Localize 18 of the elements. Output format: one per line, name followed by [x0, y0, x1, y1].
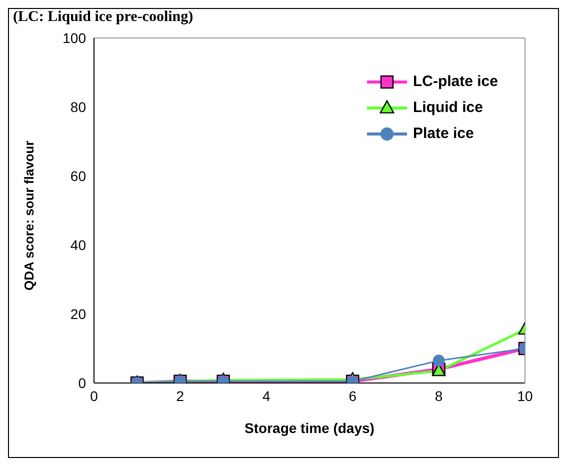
x-tick-label: 6	[348, 388, 357, 404]
x-tick-label: 8	[434, 388, 443, 404]
chart-title: (LC: Liquid ice pre-cooling)	[13, 9, 194, 26]
y-tick-label: 0	[78, 374, 86, 391]
legend-label: Liquid ice	[412, 98, 483, 118]
y-tick-label: 60	[70, 168, 86, 184]
y-tick-label: 20	[70, 306, 86, 322]
legend-label: Plate ice	[412, 124, 474, 144]
legend-label: LC-plate ice	[412, 72, 498, 92]
y-tick-label: 100	[62, 30, 86, 46]
y-axis-title: QDA score: sour flavour	[22, 140, 37, 290]
x-tick-label: 10	[517, 388, 533, 404]
x-axis-title: Storage time (days)	[244, 420, 374, 436]
y-tick-label: 40	[70, 236, 86, 253]
x-tick-label: 4	[262, 388, 270, 404]
x-tick-label: 0	[90, 388, 98, 404]
y-tick-label: 80	[70, 98, 86, 115]
x-tick-label: 2	[176, 388, 184, 404]
